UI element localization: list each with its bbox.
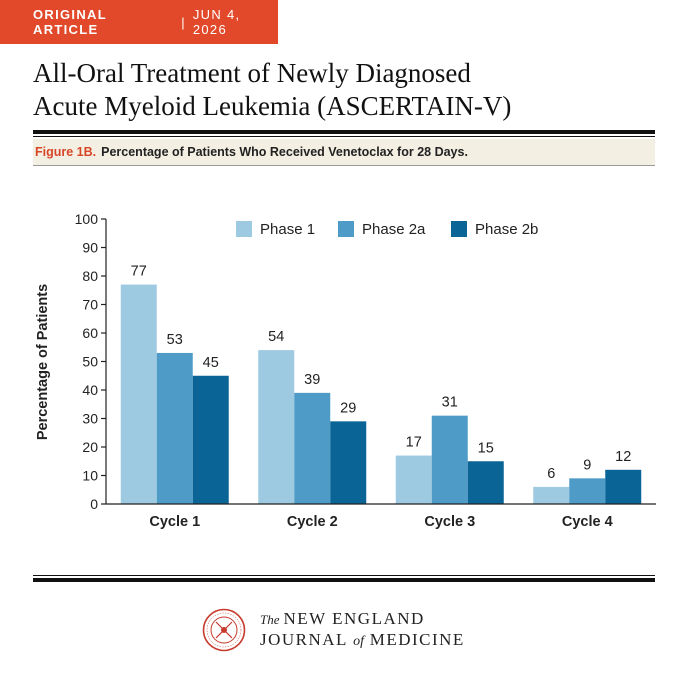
article-type-banner: ORIGINAL ARTICLE | JUN 4, 2026 [0, 0, 278, 44]
banner-separator: | [181, 14, 186, 30]
title-rule-thin [33, 136, 655, 137]
bar [395, 455, 432, 504]
journal-name-medicine: MEDICINE [369, 629, 465, 649]
y-tick-label: 70 [82, 297, 98, 313]
bar-value-label: 15 [478, 440, 494, 456]
figure-caption-rule [33, 165, 655, 166]
y-axis-label: Percentage of Patients [35, 284, 51, 440]
y-tick-label: 30 [82, 411, 98, 427]
x-axis: Cycle 1 Cycle 2 Cycle 3 Cycle 4 [106, 503, 656, 530]
y-axis: 0 10 20 30 40 50 60 70 80 90 100 [75, 211, 107, 512]
legend-label: Phase 1 [260, 221, 315, 238]
footer-rule-thick [33, 578, 655, 582]
title-rule-thick [33, 130, 655, 134]
journal-name-of: of [353, 633, 364, 649]
journal-name: The NEW ENGLAND JOURNAL of MEDICINE [260, 609, 465, 652]
bars-group: 77 53 45 54 39 29 17 31 15 6 9 12 [120, 264, 642, 504]
journal-the: The [260, 611, 280, 627]
bar [569, 478, 606, 504]
x-category-label: Cycle 1 [149, 514, 200, 530]
bar-value-label: 31 [442, 395, 458, 411]
x-category-label: Cycle 4 [562, 514, 613, 530]
y-tick-label: 0 [90, 496, 98, 512]
bar-value-label: 45 [203, 355, 219, 371]
bar-value-label: 6 [547, 466, 555, 482]
y-tick-label: 40 [82, 382, 98, 398]
bar [467, 461, 504, 504]
legend-swatch [451, 221, 467, 237]
journal-name-line-1: NEW ENGLAND [283, 608, 425, 628]
bar [431, 415, 468, 504]
figure-title: Percentage of Patients Who Received Vene… [101, 145, 468, 159]
article-type: ORIGINAL ARTICLE [33, 7, 107, 37]
bar [605, 469, 642, 504]
y-tick-label: 20 [82, 439, 98, 455]
article-date: JUN 4, 2026 [192, 7, 241, 37]
y-tick-label: 80 [82, 268, 98, 284]
y-tick-label: 10 [82, 468, 98, 484]
legend-swatch [236, 221, 252, 237]
bar-value-label: 12 [615, 449, 631, 465]
legend-swatch [338, 221, 354, 237]
bar-value-label: 9 [583, 457, 591, 473]
bar-value-label: 53 [167, 332, 183, 348]
bar-value-label: 54 [268, 329, 284, 345]
bar [258, 350, 295, 504]
x-category-label: Cycle 3 [424, 514, 475, 530]
article-title-line-1: All-Oral Treatment of Newly Diagnosed [33, 58, 471, 88]
bar-value-label: 29 [340, 400, 356, 416]
bar [192, 375, 229, 504]
bar [294, 392, 331, 504]
bar [120, 284, 157, 504]
journal-footer: The NEW ENGLAND JOURNAL of MEDICINE [202, 606, 465, 654]
y-tick-label: 60 [82, 325, 98, 341]
journal-name-journal: JOURNAL [260, 629, 348, 649]
bar-value-label: 17 [406, 435, 422, 451]
bar-value-label: 39 [304, 372, 320, 388]
nejm-seal-icon [202, 608, 246, 652]
bar [330, 421, 367, 504]
article-title: All-Oral Treatment of Newly Diagnosed Ac… [33, 57, 653, 123]
bar-chart: Percentage of Patients 0 10 20 30 40 50 60 70 80… [35, 211, 656, 530]
figure-label: Figure 1B. [35, 145, 97, 159]
figure-caption-bar: Figure 1B. Percentage of Patients Who Re… [33, 139, 655, 165]
bar-value-label: 77 [131, 264, 147, 280]
legend-label: Phase 2b [475, 221, 538, 238]
footer-rule-thin [33, 575, 655, 576]
legend-label: Phase 2a [362, 221, 426, 238]
legend: Phase 1 Phase 2a Phase 2b [236, 221, 538, 238]
y-tick-label: 50 [82, 354, 98, 370]
bar [156, 352, 193, 504]
x-category-label: Cycle 2 [287, 514, 338, 530]
y-tick-label: 100 [75, 211, 99, 227]
y-tick-label: 90 [82, 240, 98, 256]
bar [533, 486, 570, 504]
article-title-line-2: Acute Myeloid Leukemia (ASCERTAIN-V) [33, 91, 512, 121]
